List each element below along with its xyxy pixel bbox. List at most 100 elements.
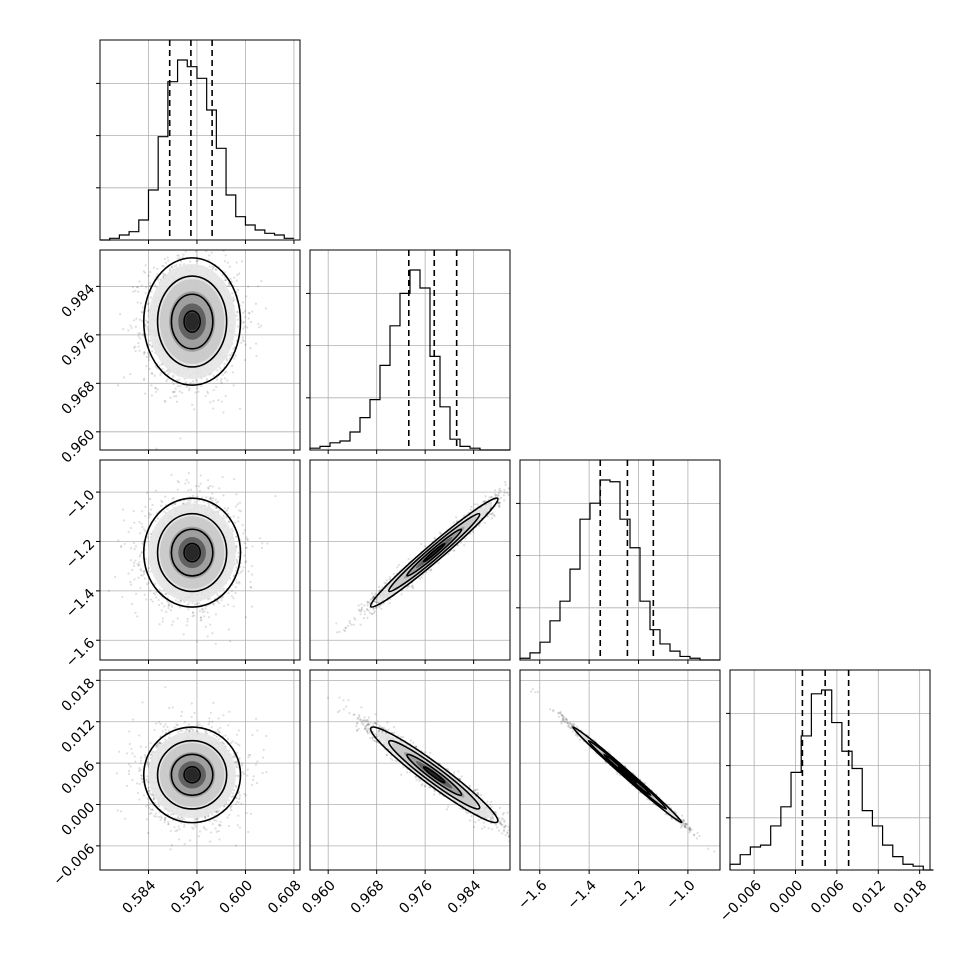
scatter-point bbox=[230, 292, 234, 295]
scatter-point bbox=[163, 257, 166, 260]
scatter-point bbox=[187, 471, 191, 475]
scatter-point bbox=[188, 387, 191, 390]
scatter-point bbox=[147, 358, 151, 362]
scatter-point bbox=[145, 598, 148, 601]
scatter-point bbox=[212, 247, 214, 249]
scatter-point bbox=[156, 273, 159, 276]
scatter-point bbox=[148, 512, 151, 515]
scatter-point bbox=[170, 265, 174, 268]
scatter-point bbox=[243, 529, 246, 532]
scatter-point bbox=[148, 339, 151, 342]
scatter-point bbox=[242, 566, 245, 569]
scatter-point bbox=[221, 596, 224, 599]
scatter-point bbox=[145, 286, 148, 289]
scatter-point bbox=[225, 357, 228, 360]
hist-step-2 bbox=[519, 479, 720, 661]
scatter-point bbox=[206, 635, 209, 638]
scatter-point bbox=[195, 640, 198, 643]
scatter-point bbox=[198, 499, 201, 502]
scatter-point bbox=[149, 589, 152, 592]
scatter-point bbox=[211, 265, 214, 268]
scatter-point bbox=[206, 392, 210, 395]
scatter-point bbox=[235, 560, 239, 563]
scatter-point bbox=[129, 526, 133, 530]
scatter-point bbox=[137, 345, 140, 348]
scatter-point bbox=[204, 625, 207, 628]
scatter-point bbox=[207, 504, 211, 507]
scatter-point bbox=[182, 499, 185, 502]
scatter-point bbox=[215, 378, 219, 381]
scatter-point bbox=[129, 324, 132, 327]
scatter-point bbox=[147, 356, 151, 359]
scatter-point bbox=[164, 261, 167, 264]
scatter-point bbox=[156, 517, 160, 520]
scatter-point bbox=[236, 318, 239, 321]
scatter-point bbox=[187, 499, 190, 502]
scatter-point bbox=[463, 514, 466, 517]
scatter-point bbox=[195, 259, 198, 262]
scatter-point bbox=[166, 596, 169, 599]
scatter-point bbox=[143, 271, 147, 274]
scatter-point bbox=[165, 380, 168, 383]
scatter-point bbox=[166, 508, 169, 511]
scatter-point bbox=[250, 565, 254, 568]
scatter-point bbox=[157, 598, 160, 602]
scatter-point bbox=[158, 603, 161, 607]
scatter-point bbox=[206, 390, 209, 393]
scatter-point bbox=[221, 274, 224, 277]
scatter-point bbox=[159, 504, 163, 508]
scatter-point bbox=[167, 604, 170, 607]
scatter-point bbox=[149, 570, 152, 573]
scatter-point bbox=[238, 407, 242, 410]
scatter-point bbox=[227, 520, 230, 523]
hist-panel-0 bbox=[96, 39, 301, 241]
scatter-point bbox=[138, 332, 142, 335]
scatter-point bbox=[138, 555, 141, 558]
scatter-point bbox=[245, 536, 248, 539]
scatter-point bbox=[197, 601, 201, 605]
scatter-point bbox=[107, 589, 111, 592]
scatter-point bbox=[123, 542, 126, 546]
scatter-point bbox=[205, 240, 207, 242]
panel-frame-2-0 bbox=[99, 459, 301, 661]
scatter-point bbox=[473, 503, 476, 506]
scatter-point bbox=[239, 510, 242, 513]
scatter-point bbox=[344, 626, 347, 629]
scatter-point bbox=[193, 500, 196, 503]
scatter-point bbox=[226, 512, 230, 515]
scatter-point bbox=[191, 615, 194, 618]
scatter-point bbox=[230, 528, 234, 531]
scatter-point bbox=[228, 354, 231, 357]
scatter-point bbox=[218, 487, 221, 490]
scatter-point bbox=[237, 516, 240, 519]
scatter-point bbox=[249, 347, 252, 350]
scatter-point bbox=[154, 387, 157, 390]
scatter-point bbox=[240, 341, 243, 344]
scatter-point bbox=[187, 608, 190, 611]
scatter-point bbox=[215, 501, 218, 504]
scatter-point bbox=[206, 611, 209, 614]
scatter-point bbox=[158, 588, 161, 591]
scatter-point bbox=[220, 400, 224, 403]
scatter-point bbox=[167, 607, 170, 610]
scatter-point bbox=[192, 614, 195, 617]
scatter-point bbox=[193, 233, 195, 235]
scatter-point bbox=[201, 496, 204, 499]
scatter-point bbox=[231, 351, 234, 354]
scatter-point bbox=[207, 616, 211, 619]
hist-step-0 bbox=[100, 59, 294, 241]
scatter-point bbox=[257, 322, 260, 326]
scatter-point bbox=[175, 379, 179, 382]
scatter-point bbox=[135, 286, 138, 289]
scatter-point bbox=[134, 611, 137, 614]
scatter-point bbox=[156, 267, 159, 271]
scatter-point bbox=[149, 270, 152, 274]
scatter-point bbox=[336, 631, 339, 634]
scatter-point bbox=[140, 569, 143, 572]
scatter-point bbox=[232, 296, 235, 299]
scatter-point bbox=[137, 563, 141, 567]
scatter-point bbox=[185, 478, 188, 482]
scatter-point bbox=[189, 260, 192, 263]
scatter-point bbox=[169, 268, 172, 271]
scatter-point bbox=[230, 354, 233, 357]
